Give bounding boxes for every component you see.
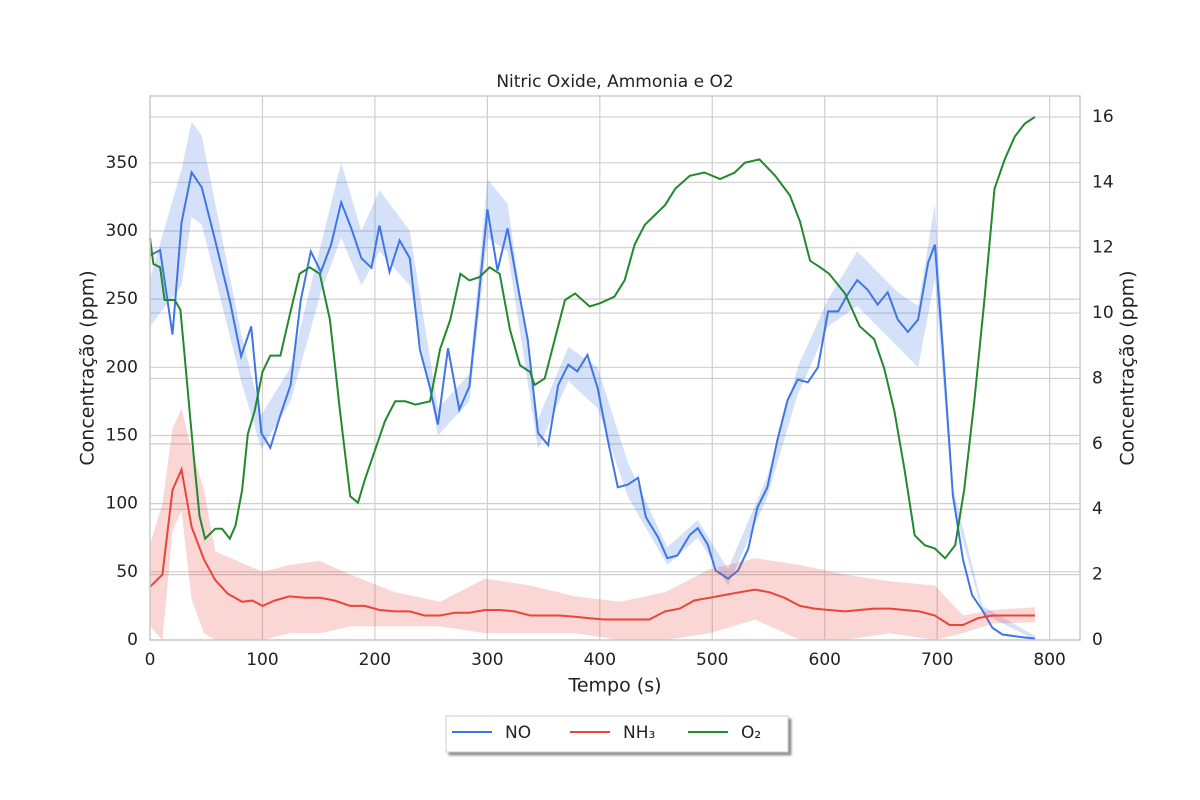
y-axis-label: Concentração (ppm) (77, 270, 99, 465)
x-tick-label: 200 (359, 650, 391, 670)
x-tick-label: 700 (921, 650, 953, 670)
series-line (149, 116, 1036, 560)
y2-tick-label: 0 (1092, 630, 1103, 650)
y-tick-label: 300 (106, 221, 138, 241)
plot-frame (149, 95, 1081, 641)
y2-axis-label: Concentração (ppm) (1117, 270, 1139, 465)
y-tick-label: 0 (127, 630, 138, 650)
legend: NO NH₃ O₂ (445, 715, 789, 753)
x-tick-label: 400 (584, 650, 616, 670)
y-tick-label: 350 (106, 153, 138, 173)
x-tick-label: 500 (696, 650, 728, 670)
y-tick-label: 250 (106, 289, 138, 309)
x-axis-label: Tempo (s) (567, 675, 661, 697)
x-tick-label: 100 (246, 650, 278, 670)
y-tick-label: 100 (106, 494, 138, 514)
legend-label: O₂ (741, 723, 761, 743)
confidence-band (150, 408, 1035, 640)
grid (149, 96, 1080, 641)
plot (149, 116, 1036, 640)
y2-tick-label: 14 (1092, 172, 1114, 192)
x-tick-label: 600 (809, 650, 841, 670)
x-tick-label: 800 (1033, 650, 1065, 670)
series-line (149, 466, 1035, 626)
y2-tick-label: 8 (1092, 368, 1103, 388)
y-tick-label: 200 (106, 357, 138, 377)
chart-title: Nitric Oxide, Ammonia e O2 (496, 72, 733, 92)
y2-tick-label: 2 (1092, 565, 1103, 585)
y-tick-label: 150 (106, 425, 138, 445)
x-tick-label: 0 (145, 650, 156, 670)
legend-box (445, 715, 789, 753)
x-tick-label: 300 (471, 650, 503, 670)
confidence-band (150, 121, 1035, 640)
y2-tick-label: 6 (1092, 434, 1103, 454)
legend-label: NO (505, 723, 531, 743)
y2-tick-label: 16 (1092, 107, 1114, 127)
legend-label: NH₃ (623, 723, 655, 743)
y2-tick-label: 10 (1092, 303, 1114, 323)
y-tick-label: 50 (116, 562, 138, 582)
y2-tick-label: 4 (1092, 499, 1103, 519)
y2-tick-label: 12 (1092, 238, 1114, 258)
